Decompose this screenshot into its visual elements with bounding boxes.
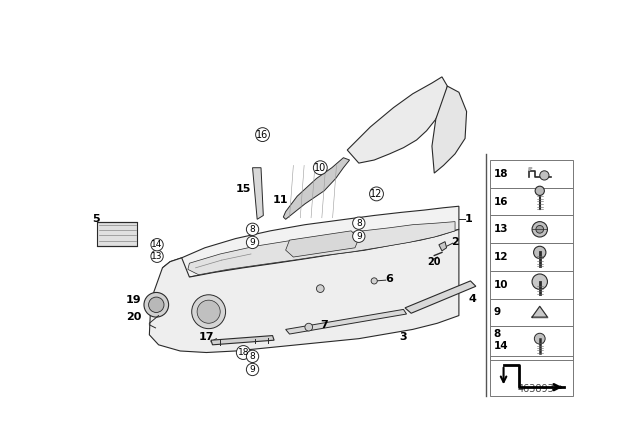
Text: 12: 12: [493, 252, 508, 262]
Text: 463893: 463893: [518, 384, 554, 394]
Text: 7: 7: [320, 320, 328, 330]
Circle shape: [236, 345, 250, 359]
Polygon shape: [284, 158, 349, 220]
Polygon shape: [285, 310, 406, 334]
Text: 6: 6: [386, 274, 394, 284]
Circle shape: [246, 363, 259, 375]
Circle shape: [534, 246, 546, 258]
Text: 18: 18: [237, 348, 249, 357]
Polygon shape: [163, 206, 459, 277]
Text: 19: 19: [126, 295, 142, 305]
Circle shape: [532, 274, 547, 289]
Circle shape: [316, 285, 324, 293]
Bar: [490, 271, 573, 299]
Circle shape: [314, 161, 327, 175]
Circle shape: [151, 238, 163, 251]
Polygon shape: [149, 229, 459, 353]
Text: 2: 2: [451, 237, 459, 247]
Bar: [490, 215, 573, 243]
Circle shape: [535, 186, 545, 195]
Circle shape: [148, 297, 164, 313]
Circle shape: [255, 128, 269, 142]
Circle shape: [151, 250, 163, 263]
Circle shape: [353, 230, 365, 242]
Circle shape: [371, 278, 378, 284]
Bar: [490, 188, 573, 215]
Text: 1: 1: [465, 214, 473, 224]
Circle shape: [246, 236, 259, 249]
Text: 15: 15: [236, 184, 251, 194]
Polygon shape: [253, 168, 263, 220]
Text: 9: 9: [250, 238, 255, 247]
Text: 9: 9: [250, 365, 255, 374]
Text: 10: 10: [314, 163, 326, 173]
Circle shape: [540, 171, 549, 180]
Text: 10: 10: [493, 280, 508, 290]
Text: 13: 13: [151, 252, 163, 261]
Text: 12: 12: [371, 189, 383, 199]
Circle shape: [532, 222, 547, 237]
Circle shape: [369, 187, 383, 201]
Circle shape: [144, 293, 168, 317]
Text: 5: 5: [92, 214, 100, 224]
Text: 14: 14: [152, 240, 163, 249]
Text: 3: 3: [399, 332, 407, 342]
Text: 8: 8: [250, 352, 255, 361]
Text: 14: 14: [493, 341, 508, 351]
Circle shape: [353, 217, 365, 229]
Polygon shape: [285, 231, 359, 257]
Text: 18: 18: [493, 169, 508, 179]
Bar: [490, 160, 573, 188]
Text: 20: 20: [428, 257, 441, 267]
Polygon shape: [432, 86, 467, 173]
Bar: [490, 299, 573, 326]
Polygon shape: [532, 306, 547, 317]
Polygon shape: [97, 222, 137, 246]
Circle shape: [305, 323, 312, 331]
Polygon shape: [405, 281, 476, 313]
Text: 9: 9: [356, 232, 362, 241]
Text: 8: 8: [356, 219, 362, 228]
Circle shape: [536, 225, 543, 233]
Text: 16: 16: [257, 129, 269, 140]
Bar: [490, 243, 573, 271]
Polygon shape: [211, 336, 274, 345]
Text: 8: 8: [250, 225, 255, 234]
Polygon shape: [348, 77, 447, 163]
Bar: [490, 356, 573, 396]
Circle shape: [246, 223, 259, 236]
Text: 20: 20: [126, 312, 141, 322]
Circle shape: [192, 295, 225, 329]
Text: 16: 16: [493, 197, 508, 207]
Bar: [490, 326, 573, 360]
Text: 13: 13: [493, 224, 508, 234]
Text: 17: 17: [198, 332, 214, 342]
Text: 8: 8: [493, 329, 501, 339]
Circle shape: [246, 350, 259, 362]
Circle shape: [197, 300, 220, 323]
Polygon shape: [439, 241, 447, 251]
Circle shape: [534, 333, 545, 344]
Text: 11: 11: [273, 195, 288, 205]
Polygon shape: [529, 168, 532, 171]
Polygon shape: [188, 222, 455, 275]
Text: 4: 4: [469, 293, 477, 304]
Text: 9: 9: [493, 307, 500, 318]
